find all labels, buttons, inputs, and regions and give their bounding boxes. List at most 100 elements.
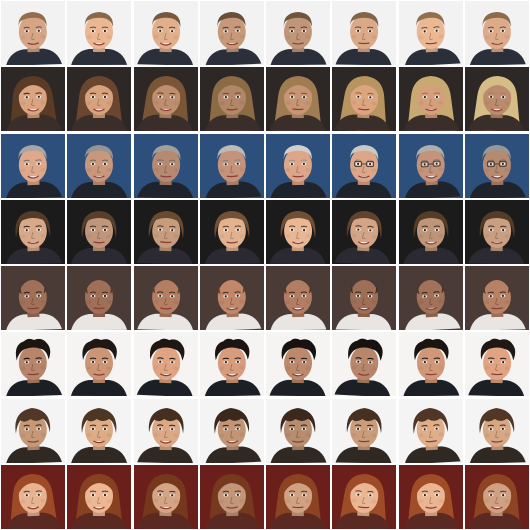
face-portrait bbox=[266, 200, 330, 264]
face bbox=[350, 280, 379, 314]
clothing bbox=[137, 446, 194, 463]
face bbox=[85, 346, 114, 380]
clothing bbox=[5, 114, 62, 131]
clothing bbox=[70, 512, 127, 529]
clothing bbox=[335, 48, 392, 65]
face-tile bbox=[67, 266, 131, 330]
hair bbox=[416, 145, 445, 161]
hair bbox=[480, 338, 516, 361]
clothing bbox=[136, 512, 193, 529]
clothing bbox=[205, 181, 262, 198]
face-portrait bbox=[332, 200, 396, 264]
face-portrait bbox=[200, 67, 264, 131]
face bbox=[482, 280, 511, 314]
face-tile bbox=[399, 67, 463, 131]
face-portrait bbox=[1, 332, 65, 396]
face-tile bbox=[399, 134, 463, 198]
face-portrait bbox=[200, 266, 264, 330]
face bbox=[84, 148, 113, 182]
face-tile bbox=[67, 332, 131, 396]
clothing bbox=[205, 48, 262, 65]
face-portrait bbox=[332, 332, 396, 396]
hair bbox=[15, 211, 51, 239]
face-portrait bbox=[200, 465, 264, 529]
face-portrait bbox=[67, 399, 131, 463]
hair bbox=[350, 12, 379, 28]
face bbox=[350, 346, 379, 380]
hair bbox=[84, 145, 113, 161]
hair bbox=[479, 211, 515, 239]
clothing bbox=[137, 48, 194, 65]
hair bbox=[346, 211, 382, 239]
face-portrait bbox=[332, 399, 396, 463]
hair bbox=[413, 211, 449, 239]
hair bbox=[84, 12, 113, 28]
face-portrait bbox=[332, 67, 396, 131]
face-portrait bbox=[67, 1, 131, 65]
face bbox=[152, 148, 181, 182]
face-portrait bbox=[332, 1, 396, 65]
hair bbox=[18, 12, 47, 28]
face bbox=[482, 148, 511, 182]
face bbox=[482, 15, 511, 49]
face bbox=[350, 479, 379, 513]
face-tile bbox=[1, 67, 65, 131]
glasses bbox=[420, 160, 441, 168]
face-portrait bbox=[1, 134, 65, 198]
face-tile bbox=[200, 67, 264, 131]
hair bbox=[414, 338, 449, 361]
clothing bbox=[403, 114, 460, 131]
face-tile bbox=[134, 266, 198, 330]
clothing bbox=[335, 313, 392, 330]
face bbox=[283, 280, 312, 314]
clothing bbox=[469, 446, 526, 463]
face bbox=[416, 214, 445, 248]
clothing bbox=[136, 114, 193, 131]
face bbox=[416, 280, 445, 314]
face-tile bbox=[465, 332, 529, 396]
hair bbox=[479, 408, 515, 434]
glasses bbox=[486, 160, 507, 168]
clothing bbox=[270, 48, 327, 65]
clothing bbox=[205, 446, 262, 463]
face bbox=[84, 413, 113, 447]
face bbox=[416, 81, 445, 115]
face-portrait bbox=[67, 134, 131, 198]
clothing bbox=[269, 114, 326, 131]
hair bbox=[348, 338, 383, 361]
clothing bbox=[469, 181, 526, 198]
face-portrait bbox=[266, 67, 330, 131]
face bbox=[416, 148, 445, 182]
hair bbox=[152, 145, 181, 161]
hair bbox=[214, 211, 250, 239]
face bbox=[217, 148, 246, 182]
face bbox=[152, 15, 181, 49]
face bbox=[152, 81, 181, 115]
face bbox=[217, 214, 246, 248]
face-portrait bbox=[134, 134, 198, 198]
face-portrait bbox=[266, 134, 330, 198]
face-portrait bbox=[465, 200, 529, 264]
clothing bbox=[71, 181, 128, 198]
clothing bbox=[204, 379, 261, 396]
hair bbox=[413, 408, 448, 434]
clothing bbox=[404, 446, 461, 463]
clothing bbox=[71, 48, 128, 65]
face bbox=[152, 479, 181, 513]
face-portrait bbox=[1, 399, 65, 463]
face-tile bbox=[1, 134, 65, 198]
hair bbox=[81, 211, 117, 239]
face-tile bbox=[67, 200, 131, 264]
face-portrait bbox=[266, 332, 330, 396]
face-tile bbox=[266, 67, 330, 131]
face bbox=[217, 413, 246, 447]
face-tile bbox=[399, 399, 463, 463]
face bbox=[416, 346, 445, 380]
hair bbox=[349, 477, 380, 496]
hair bbox=[482, 477, 513, 496]
face-portrait bbox=[266, 465, 330, 529]
face-tile bbox=[200, 266, 264, 330]
face bbox=[350, 148, 379, 182]
face bbox=[85, 479, 114, 513]
face-tile bbox=[332, 134, 396, 198]
